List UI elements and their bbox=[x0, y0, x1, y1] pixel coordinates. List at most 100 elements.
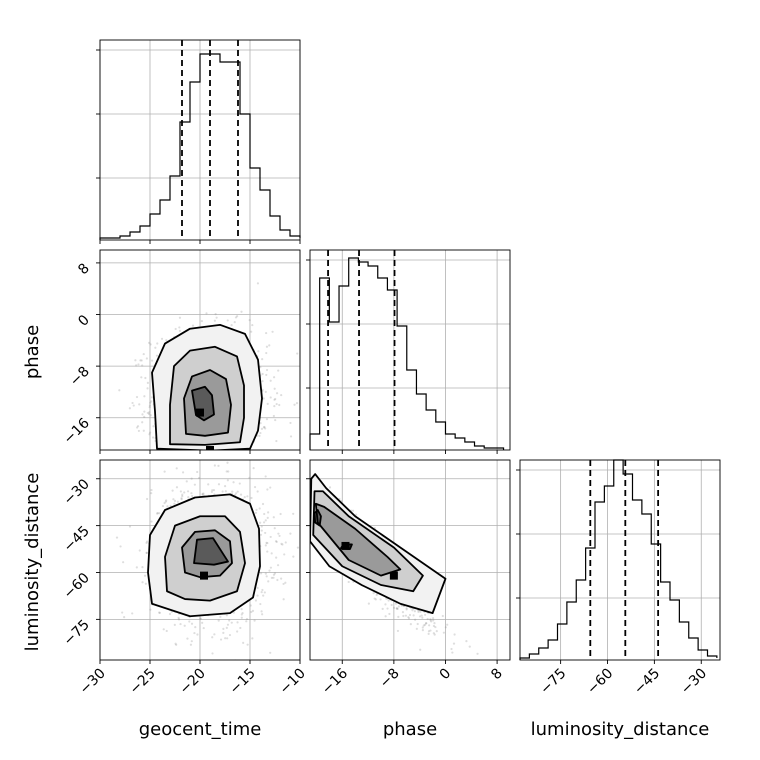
sample-point bbox=[119, 545, 122, 548]
sample-point bbox=[173, 502, 176, 505]
sample-point bbox=[260, 610, 263, 613]
sample-point bbox=[387, 599, 390, 602]
x-tick-label: −30 bbox=[678, 666, 710, 698]
sample-point bbox=[210, 490, 213, 494]
sample-point bbox=[150, 359, 154, 362]
sample-point bbox=[201, 493, 204, 496]
sample-point bbox=[254, 511, 258, 514]
sample-point bbox=[228, 451, 230, 453]
sample-point bbox=[418, 615, 422, 618]
joint-geocent-time-phase: −16 −8 0 8 bbox=[61, 249, 301, 459]
sample-point bbox=[147, 412, 151, 416]
sample-point bbox=[158, 512, 161, 515]
sample-point bbox=[468, 645, 471, 648]
sample-point bbox=[275, 540, 278, 543]
sample-point bbox=[446, 623, 449, 626]
sample-point bbox=[281, 543, 284, 546]
sample-point bbox=[450, 647, 453, 651]
sample-point bbox=[265, 575, 268, 578]
sample-point bbox=[213, 455, 215, 457]
sample-point bbox=[433, 633, 436, 636]
sample-point bbox=[259, 366, 262, 369]
sample-point bbox=[219, 615, 222, 618]
sample-point bbox=[128, 525, 132, 528]
sample-point bbox=[165, 629, 168, 633]
histogram-phase bbox=[306, 249, 511, 454]
sample-point bbox=[275, 439, 278, 443]
sample-point bbox=[421, 626, 424, 629]
y-tick-label: −8 bbox=[67, 364, 93, 390]
sample-point bbox=[302, 502, 304, 504]
sample-point bbox=[307, 500, 309, 502]
sample-point bbox=[145, 357, 148, 360]
sample-point bbox=[263, 591, 266, 594]
sample-point bbox=[165, 339, 168, 342]
sample-point bbox=[296, 546, 300, 549]
sample-point bbox=[384, 603, 387, 606]
sample-point bbox=[422, 624, 425, 627]
sample-point bbox=[292, 512, 295, 515]
sample-point bbox=[173, 499, 177, 502]
sample-point bbox=[149, 608, 152, 611]
sample-point bbox=[145, 497, 149, 501]
contour-level-1 bbox=[164, 515, 246, 602]
sample-point bbox=[408, 613, 412, 617]
sample-point bbox=[305, 497, 307, 499]
sample-point bbox=[278, 403, 281, 407]
sample-point bbox=[269, 396, 272, 399]
sample-point bbox=[189, 643, 193, 646]
sample-point bbox=[283, 553, 286, 556]
sample-point bbox=[141, 581, 144, 584]
sample-point bbox=[280, 577, 283, 580]
sample-point bbox=[276, 564, 280, 567]
sample-point bbox=[264, 427, 267, 430]
sample-point bbox=[289, 435, 293, 438]
sample-point bbox=[419, 648, 422, 651]
contour-level-0 bbox=[151, 323, 263, 450]
joint-content bbox=[115, 460, 300, 660]
sample-point bbox=[142, 352, 145, 356]
sample-point bbox=[229, 452, 231, 454]
sample-point bbox=[386, 607, 389, 610]
sample-point bbox=[419, 610, 422, 613]
sample-point bbox=[301, 497, 303, 499]
sample-point bbox=[267, 580, 270, 583]
sample-point bbox=[162, 457, 164, 459]
sample-point bbox=[271, 330, 274, 333]
sample-point bbox=[432, 624, 436, 628]
sample-point bbox=[131, 401, 134, 405]
sample-point bbox=[246, 495, 249, 498]
contour-level-3 bbox=[191, 385, 215, 422]
sample-point bbox=[200, 319, 204, 323]
sample-point bbox=[255, 508, 258, 511]
sample-point bbox=[367, 602, 370, 605]
sample-point bbox=[156, 511, 159, 515]
sample-point bbox=[141, 421, 144, 424]
sample-point bbox=[227, 470, 230, 473]
sample-point bbox=[230, 456, 232, 458]
sample-point bbox=[284, 541, 287, 544]
sample-point bbox=[148, 411, 151, 414]
sample-point bbox=[264, 390, 267, 393]
sample-point bbox=[354, 513, 358, 516]
sample-point bbox=[181, 471, 185, 474]
sample-point bbox=[219, 451, 221, 453]
sample-point bbox=[209, 450, 211, 452]
sample-point bbox=[217, 483, 221, 486]
sample-point bbox=[351, 509, 355, 512]
sample-point bbox=[269, 535, 272, 539]
sample-point bbox=[292, 555, 295, 558]
contour-level-1 bbox=[169, 345, 245, 446]
sample-point bbox=[253, 485, 257, 489]
sample-point bbox=[420, 614, 423, 617]
sample-point bbox=[143, 410, 146, 413]
panel-background bbox=[520, 460, 720, 660]
sample-point bbox=[347, 580, 350, 584]
sample-point bbox=[144, 582, 147, 585]
sample-point bbox=[231, 455, 233, 457]
sample-point bbox=[138, 403, 141, 406]
sample-point bbox=[260, 525, 263, 528]
sample-point bbox=[425, 622, 428, 625]
sample-point bbox=[187, 496, 190, 499]
sample-point bbox=[178, 316, 182, 319]
